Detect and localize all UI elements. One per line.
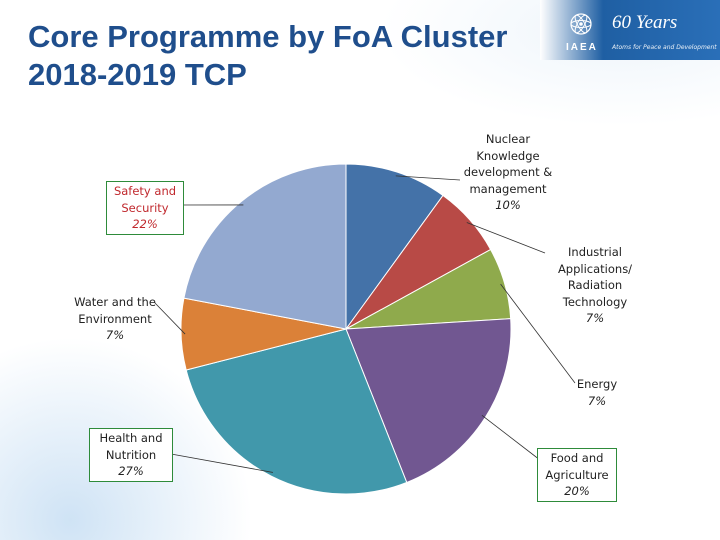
slice-percent: 27% [118,464,144,478]
slice-label-line: management [469,181,547,196]
slice-label-line: Nuclear [485,132,531,146]
slice-label-food-and-agriculture: Food and Agriculture 20% [537,448,617,502]
slice-label-line: Security [121,200,169,215]
pie-slices [180,163,512,495]
slice-label-water-and-the-environment: Water and the Environment 7% [70,294,160,344]
header-band [540,0,720,60]
slice-percent: 7% [587,393,607,408]
slice-label-line: development & [463,165,553,179]
slice-label-line: Energy [576,377,618,391]
slice-label-line: Health and [99,431,163,445]
slice-percent: 20% [564,484,590,498]
slice-label-nuclear-knowledge-development-management: Nuclear Knowledge development & management 1… [455,131,561,214]
slice-percent: 10% [495,198,521,212]
leader-line-food-and-agriculture [481,414,541,461]
leader-line-nuclear-knowledge-development-management [395,175,461,181]
slice-percent: 7% [105,328,125,342]
slice-label-line: Food and [550,451,604,465]
title-line-2: 2018-2019 TCP [28,57,247,92]
leader-lines [154,175,576,473]
slice-label-line: Nutrition [105,447,157,462]
leader-line-energy [500,283,576,384]
iaea-emblem-icon [570,13,592,35]
logo-anniversary: 60 Years [612,12,678,33]
slice-label-safety-and-security: Safety and Security 22% [106,181,184,235]
logo-tagline: Atoms for Peace and Development [612,44,717,51]
pie-slice-health-and-nutrition [185,328,408,495]
slice-label-health-and-nutrition: Health and Nutrition 27% [89,428,173,482]
leader-line-industrial-applications-radiation-technology [466,222,546,254]
iaea-logo: IAEA 60 Years Atoms for Peace and Develo… [560,8,717,58]
leader-line-health-and-nutrition [159,451,273,473]
slice-label-line: Environment [78,311,152,326]
page-title: Core Programme by FoA Cluster 2018-2019 … [28,18,548,94]
slice-label-line: Safety and [113,184,177,198]
pie-slice-nuclear-knowledge-development-management [345,163,444,331]
slice-label-line: Knowledge [476,148,540,163]
title-line-1: Core Programme by FoA Cluster [28,19,508,54]
pie-slice-safety-and-security [183,163,347,330]
slice-label-line: Technology [562,294,628,309]
slice-percent: 7% [585,311,605,325]
slice-label-energy: Energy 7% [570,376,624,409]
logo-org-name: IAEA [566,42,598,53]
slice-percent: 22% [132,217,158,231]
slice-label-line: Agriculture [545,467,609,482]
leader-line-water-and-the-environment [154,302,186,335]
slice-label-line: Applications/ [557,261,633,276]
slice-label-industrial-applications-radiation-technology: Industrial Applications/Radiation Technolo… [543,244,647,327]
slice-label-line: Water and the [74,295,156,309]
slice-label-line: Industrial [568,245,622,259]
slice-label-line: Radiation [567,278,623,292]
